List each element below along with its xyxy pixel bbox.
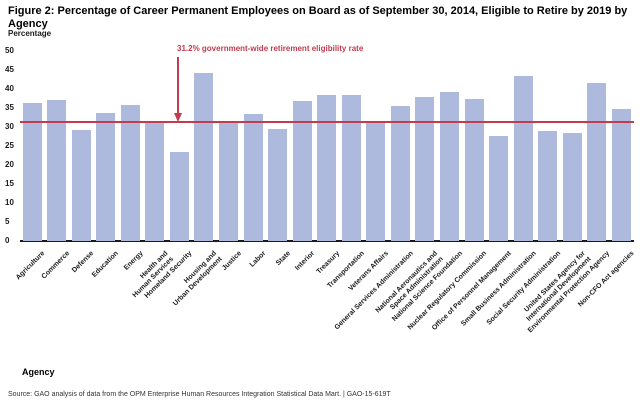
reference-annotation: 31.2% government-wide retirement eligibi…	[177, 44, 364, 53]
figure-title: Figure 2: Percentage of Career Permanent…	[8, 5, 630, 31]
y-tick-label: 0	[5, 236, 10, 245]
down-arrow-tip-icon	[173, 113, 182, 122]
figure-title-line-1: Figure 2: Percentage of Career Permanent…	[8, 5, 628, 17]
bar-agriculture	[22, 103, 42, 241]
bar-national-aeronautics-and	[415, 96, 435, 241]
bar-transportation	[341, 95, 361, 241]
bar-housing-and	[194, 73, 214, 241]
bar-energy	[120, 104, 140, 241]
bar-small-business-administration	[513, 75, 533, 241]
bar-commerce	[47, 99, 67, 241]
bar-general-services-administration	[390, 106, 410, 241]
bar-office-of-personnel-management	[489, 135, 509, 241]
y-tick-label: 40	[5, 84, 14, 93]
bar-nuclear-regulatory-commission	[464, 98, 484, 241]
x-axis-line	[20, 240, 634, 242]
bar-national-science-foundation	[440, 91, 460, 241]
bar-homeland-security	[169, 152, 189, 241]
bar-health-and	[145, 121, 165, 241]
source-note: Source: GAO analysis of data from the OP…	[8, 391, 391, 398]
bar-non-cfo-act-agencies	[611, 108, 631, 241]
bar-justice	[218, 122, 238, 241]
y-tick-label: 25	[5, 141, 14, 150]
y-tick-label: 5	[5, 217, 10, 226]
y-tick-label: 20	[5, 160, 14, 169]
y-tick-label: 50	[5, 46, 14, 55]
bar-labor	[243, 113, 263, 241]
y-tick-label: 45	[5, 65, 14, 74]
bar-united-states-agency-for	[562, 133, 582, 241]
y-tick-label: 15	[5, 179, 14, 188]
reference-line	[20, 121, 634, 124]
bar-social-security-administration	[538, 130, 558, 241]
bar-education	[96, 112, 116, 241]
bar-environmental-protection-agency	[587, 82, 607, 241]
bar-veterans-affairs	[366, 121, 386, 241]
bar-interior	[292, 101, 312, 241]
y-tick-label: 35	[5, 103, 14, 112]
figure-title-line-2: Agency	[8, 18, 48, 30]
down-arrow-icon	[177, 57, 179, 114]
x-axis-title: Agency	[22, 367, 55, 377]
y-tick-label: 30	[5, 122, 14, 131]
bar-state	[268, 128, 288, 241]
y-axis-title: Percentage	[8, 29, 52, 38]
y-tick-label: 10	[5, 198, 14, 207]
bar-treasury	[317, 95, 337, 241]
bar-defense	[71, 129, 91, 241]
